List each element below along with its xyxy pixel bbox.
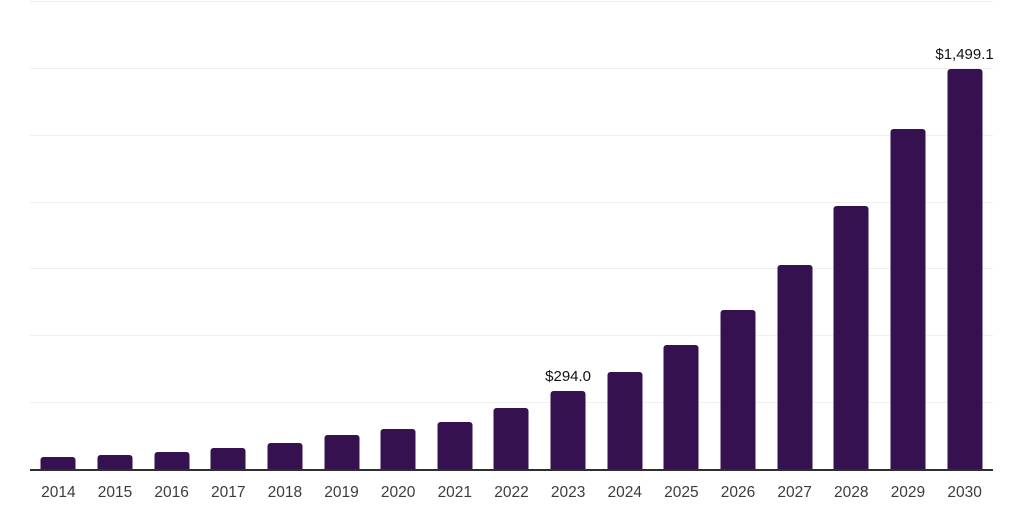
bar-2029 — [890, 129, 926, 470]
bar-2020 — [380, 429, 416, 470]
bar-slot-2015 — [87, 0, 144, 470]
plot-area: $294.0 $1,499.1 — [30, 0, 994, 471]
gridline-1500 — [30, 67, 993, 69]
bar-2030 — [947, 69, 983, 470]
bar-2022 — [493, 407, 529, 470]
bar-slot-2019 — [313, 0, 370, 470]
x-axis-tick-labels: 2014 2015 2016 2017 2018 2019 2020 2021 2022 2023… — [30, 481, 993, 505]
gridline-500 — [30, 335, 993, 337]
bar-slot-2021 — [426, 0, 483, 470]
bar-2021 — [437, 421, 473, 470]
gridline-750 — [30, 268, 993, 270]
bar-slot-2020 — [370, 0, 427, 470]
x-tick-label-2021: 2021 — [437, 484, 473, 501]
x-tick-label-2018: 2018 — [267, 484, 303, 501]
x-tick-label-2020: 2020 — [380, 484, 416, 501]
x-tick-label-2029: 2029 — [890, 484, 926, 501]
bar-slot-2025 — [653, 0, 710, 470]
gridline-250 — [30, 402, 993, 404]
x-tick-label-2022: 2022 — [494, 484, 529, 501]
bar-slot-2014 — [30, 0, 87, 470]
x-tick-label-2016: 2016 — [154, 484, 189, 501]
gridline-1250 — [30, 134, 993, 136]
bar-2019 — [324, 435, 360, 470]
bar-slot-2029 — [880, 0, 937, 470]
bar-slot-2024 — [596, 0, 653, 470]
bar-value-label-2030: $1,499.1 — [935, 46, 994, 63]
x-tick-label-2017: 2017 — [211, 484, 246, 501]
x-tick-label-2026: 2026 — [720, 484, 756, 501]
x-tick-label-2019: 2019 — [324, 484, 359, 501]
x-tick-label-2025: 2025 — [664, 484, 699, 501]
bar-value-label-2023: $294.0 — [545, 368, 592, 386]
bars-container: $294.0 $1,499.1 — [30, 0, 994, 470]
bar-2023 — [550, 391, 586, 470]
bar-2026 — [720, 310, 756, 470]
bar-slot-2018 — [257, 0, 314, 470]
bar-slot-2030: $1,499.1 — [935, 0, 994, 470]
bar-2018 — [267, 442, 303, 470]
x-tick-label-2027: 2027 — [777, 484, 812, 501]
gridline-1000 — [30, 201, 993, 203]
bar-slot-2023: $294.0 — [540, 0, 597, 470]
x-tick-label-2028: 2028 — [834, 484, 869, 501]
bar-2025 — [663, 345, 699, 470]
gridline-1750 — [30, 0, 993, 2]
bar-2027 — [777, 265, 813, 470]
bar-slot-2016 — [143, 0, 200, 470]
bar-slot-2022 — [483, 0, 540, 470]
x-tick-label-2030: 2030 — [947, 484, 982, 501]
bar-2016 — [154, 452, 190, 470]
bar-2015 — [97, 455, 133, 470]
bar-slot-2026 — [710, 0, 767, 470]
x-axis-line — [30, 469, 993, 471]
bar-slot-2027 — [766, 0, 823, 470]
x-tick-label-2014: 2014 — [41, 484, 76, 501]
bar-slot-2028 — [823, 0, 880, 470]
x-tick-label-2023: 2023 — [550, 484, 586, 501]
x-tick-label-2024: 2024 — [607, 484, 642, 501]
bar-2024 — [607, 371, 643, 470]
bar-2017 — [210, 448, 246, 470]
bar-2014 — [40, 457, 76, 470]
x-tick-label-2015: 2015 — [97, 484, 133, 501]
bar-slot-2017 — [200, 0, 257, 470]
bar-2028 — [833, 205, 869, 470]
